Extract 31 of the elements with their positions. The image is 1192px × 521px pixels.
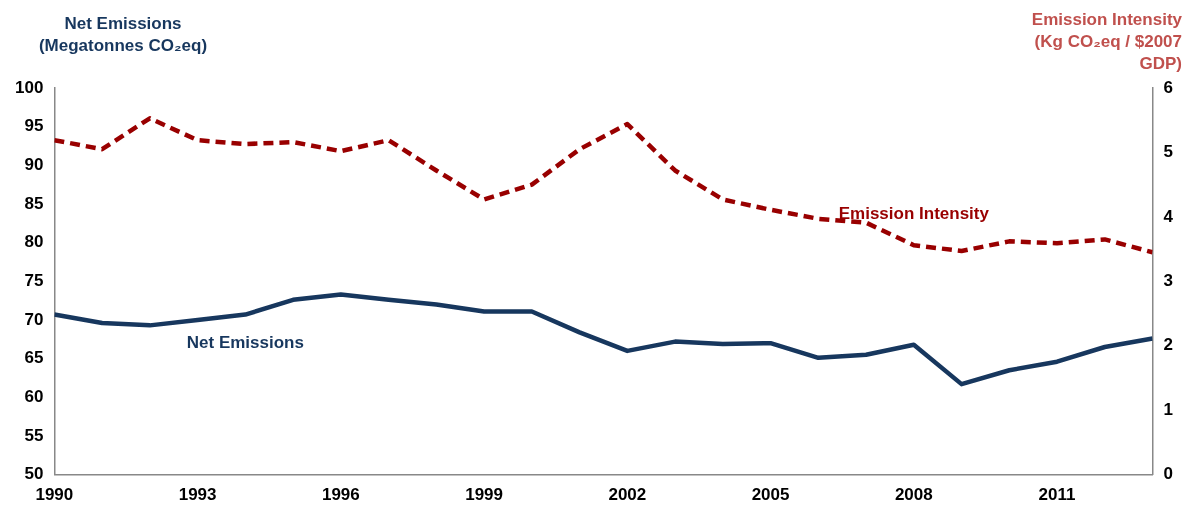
y2-tick-label: 0 (1163, 464, 1174, 484)
y-tick-label: 70 (24, 309, 44, 329)
y-tick-label: 55 (24, 425, 44, 445)
y2-tick-label: 2 (1163, 335, 1174, 355)
x-tick-label: 2002 (608, 485, 647, 505)
x-tick-label: 2011 (1038, 485, 1076, 505)
y-tick-label: 65 (24, 348, 44, 368)
y-tick-label: 80 (24, 232, 44, 252)
y-tick-label: 90 (24, 155, 44, 175)
y2-tick-label: 1 (1163, 399, 1174, 419)
y-tick-label: 50 (24, 464, 44, 484)
x-tick-label: 2005 (751, 485, 790, 505)
y2-tick-label: 5 (1163, 142, 1174, 162)
y-tick-label: 75 (24, 270, 44, 290)
y-tick-label: 100 (14, 77, 44, 97)
line-series (54, 116, 1153, 255)
y-axis-title: Net Emissions (Megatonnes CO₂eq) (38, 14, 208, 56)
series-label: Net Emissions (186, 332, 304, 352)
x-tick-label: 1993 (178, 485, 217, 505)
x-tick-label: 1996 (321, 485, 360, 505)
y-tick-label: 60 (24, 386, 44, 406)
y2-axis-title: Emission Intensity (Kg CO₂eq / $2007 GDP) (1031, 10, 1183, 74)
x-tick-label: 2008 (894, 485, 933, 505)
y-tick-label: 95 (24, 116, 44, 136)
y-tick-label: 85 (24, 193, 44, 213)
x-tick-label: 1999 (465, 485, 503, 505)
y2-tick-label: 3 (1163, 270, 1174, 290)
y2-tick-label: 6 (1163, 77, 1174, 97)
y2-tick-label: 4 (1163, 206, 1174, 226)
series-label: Emission Intensity (838, 204, 990, 224)
x-tick-label: 1990 (35, 485, 74, 505)
